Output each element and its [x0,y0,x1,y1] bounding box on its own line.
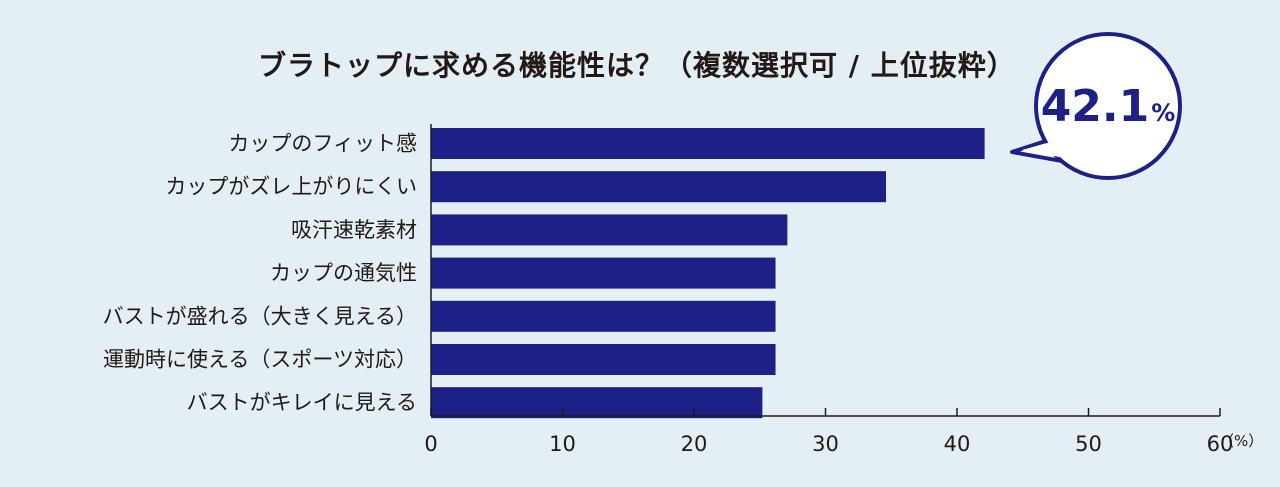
x-tick-label: 10 [549,432,576,456]
category-label: カップの通気性 [270,261,417,285]
x-tick-label: 40 [944,432,971,456]
category-label: 運動時に使える（スポーツ対応） [103,348,417,372]
bar [431,128,985,159]
category-label: カップのフィット感 [228,132,417,156]
category-label: カップがズレ上がりにくい [165,175,417,199]
x-tick-label: 30 [812,432,839,456]
x-tick-label: 60 [1207,432,1234,456]
category-label: バストが盛れる（大きく見える） [103,304,417,328]
chart-title: ブラトップに求める機能性は？（複数選択可 / 上位抜粋） [258,49,1016,82]
callout-value: 42.1% [1041,81,1176,132]
bar [431,300,776,332]
category-label: バストがキレイに見える [187,391,417,415]
bar [431,171,886,203]
x-unit-label: （%） [1219,432,1263,450]
bar [431,214,788,246]
bar [431,257,776,289]
callout-seam [1022,139,1071,160]
callout-bubble [1034,32,1182,180]
bar [431,344,776,375]
x-tick-label: 0 [424,432,437,456]
x-tick-label: 20 [681,432,708,456]
category-label: 吸汗速乾素材 [291,218,417,242]
bar [431,387,763,419]
x-tick-label: 50 [1075,432,1102,456]
